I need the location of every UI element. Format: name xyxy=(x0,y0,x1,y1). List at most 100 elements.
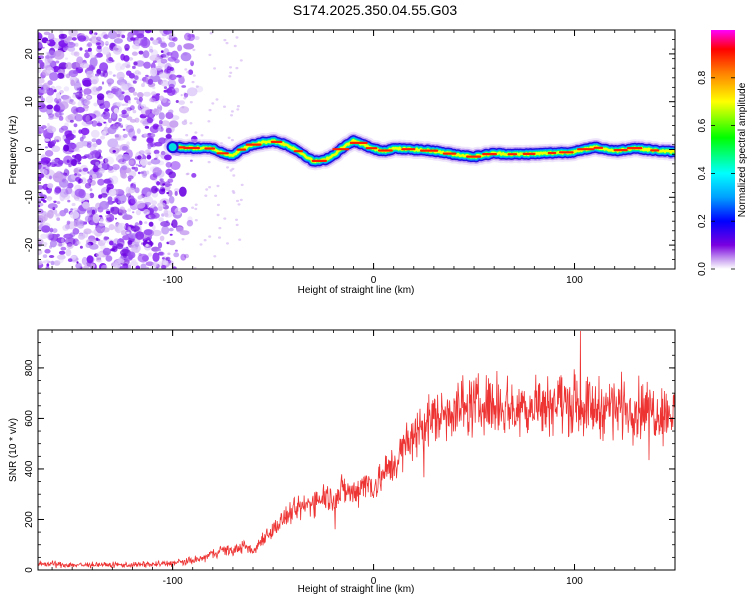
noise-blob xyxy=(125,96,130,101)
noise-blob xyxy=(153,206,158,212)
noise-blob xyxy=(131,43,140,50)
noise-blob xyxy=(152,86,156,90)
noise-blob xyxy=(53,89,57,93)
noise-blob xyxy=(157,202,166,208)
noise-blob xyxy=(146,266,149,269)
noise-blob xyxy=(128,73,135,79)
noise-blob xyxy=(171,219,178,229)
noise-blob xyxy=(105,214,110,218)
spectrogram-xlabel: Height of straight line (km) xyxy=(298,285,415,296)
noise-blob xyxy=(42,200,47,203)
spectrogram-ylabel: Frequency (Hz) xyxy=(8,116,19,185)
noise-blob xyxy=(122,235,130,241)
noise-blob xyxy=(123,55,130,62)
noise-blob xyxy=(59,112,64,116)
noise-blob xyxy=(135,265,141,269)
noise-blob xyxy=(112,164,120,171)
noise-blob xyxy=(46,40,50,44)
noise-blob xyxy=(146,170,150,175)
noise-blob xyxy=(121,153,131,162)
noise-blob xyxy=(160,42,168,48)
noise-blob xyxy=(136,128,141,134)
noise-blob xyxy=(133,61,138,66)
noise-blob xyxy=(78,178,83,184)
noise-blob xyxy=(146,154,152,160)
noise-blob xyxy=(60,246,67,251)
noise-blob xyxy=(135,60,145,67)
noise-blob xyxy=(232,174,236,177)
noise-blob xyxy=(125,124,134,133)
noise-blob xyxy=(46,209,54,219)
noise-blob xyxy=(97,45,102,50)
noise-blob xyxy=(104,156,115,165)
noise-blob xyxy=(131,136,137,142)
noise-blob xyxy=(107,165,114,171)
noise-blob xyxy=(186,219,194,227)
noise-blob xyxy=(95,87,102,92)
noise-blob xyxy=(87,171,90,174)
noise-blob xyxy=(230,114,233,117)
noise-blob xyxy=(131,166,136,170)
noise-blob xyxy=(52,228,58,234)
noise-blob xyxy=(132,109,137,114)
noise-blob xyxy=(208,235,212,238)
noise-blob xyxy=(58,258,64,263)
noise-blob xyxy=(152,167,162,177)
noise-blob xyxy=(183,43,195,50)
noise-blob xyxy=(152,39,160,46)
noise-blob xyxy=(110,206,120,215)
noise-blob xyxy=(38,172,45,179)
noise-blob xyxy=(131,30,139,36)
noise-blob xyxy=(43,138,51,142)
noise-blob xyxy=(231,167,235,171)
noise-blob xyxy=(226,242,229,245)
noise-blob xyxy=(73,123,78,128)
noise-blob xyxy=(45,259,49,263)
noise-blob xyxy=(43,168,50,175)
noise-blob xyxy=(225,41,229,45)
noise-blob xyxy=(209,32,213,35)
y-tick-label: 400 xyxy=(24,460,35,477)
noise-blob xyxy=(53,200,57,203)
noise-blob xyxy=(38,126,45,135)
noise-blob xyxy=(73,92,77,95)
noise-blob xyxy=(43,31,51,36)
noise-blob xyxy=(175,100,179,103)
noise-blob xyxy=(73,218,84,228)
colorbar-gradient xyxy=(711,30,735,269)
noise-blob xyxy=(239,59,243,62)
noise-blob xyxy=(183,92,189,98)
noise-blob xyxy=(95,161,100,166)
noise-blob xyxy=(95,138,102,145)
noise-blob xyxy=(77,162,82,165)
noise-blob xyxy=(101,130,107,136)
noise-blob xyxy=(42,82,50,91)
noise-blob xyxy=(146,117,154,124)
noise-blob xyxy=(84,52,90,59)
noise-blob xyxy=(236,105,240,108)
noise-blob xyxy=(152,261,158,268)
noise-blob xyxy=(139,113,147,119)
noise-blob xyxy=(92,143,98,148)
noise-blob xyxy=(48,255,55,258)
noise-blob xyxy=(42,169,48,175)
noise-blob xyxy=(194,36,200,41)
x-tick-label: -100 xyxy=(163,275,183,286)
noise-blob xyxy=(98,222,106,227)
noise-blob xyxy=(208,108,212,112)
noise-blob xyxy=(54,38,60,43)
noise-blob xyxy=(143,209,151,215)
noise-blob xyxy=(107,92,114,99)
noise-blob xyxy=(104,41,110,45)
noise-blob xyxy=(138,96,143,102)
y-tick-label: 0 xyxy=(24,567,35,573)
noise-blob xyxy=(184,68,188,71)
noise-blob xyxy=(47,183,54,189)
noise-blob xyxy=(38,185,44,190)
noise-blob xyxy=(153,141,163,147)
noise-blob xyxy=(112,74,116,77)
noise-blob xyxy=(108,70,113,75)
noise-blob xyxy=(92,173,97,180)
noise-blob xyxy=(134,187,140,194)
